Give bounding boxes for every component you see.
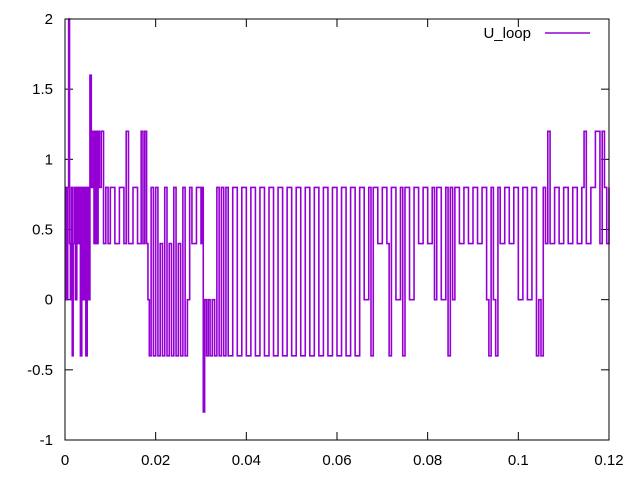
y-tick-label: 1 bbox=[45, 151, 53, 168]
y-tick-label: 0.5 bbox=[32, 222, 53, 239]
legend: U_loop bbox=[483, 25, 590, 42]
x-tick-label: 0.04 bbox=[232, 452, 261, 469]
plot-frame bbox=[64, 18, 610, 441]
y-tick-label: -0.5 bbox=[27, 362, 53, 379]
x-tick-label: 0.02 bbox=[141, 452, 170, 469]
series-layer bbox=[65, 18, 610, 413]
y-tick-label: -1 bbox=[40, 432, 53, 449]
y-tick-label: 1.5 bbox=[32, 81, 53, 98]
x-tick-label: 0.1 bbox=[508, 452, 529, 469]
series-line-u-loop bbox=[65, 18, 610, 413]
y-tick-label: 0 bbox=[45, 292, 53, 309]
x-ticks: 0 0.02 0.04 0.06 0.08 0.1 0.12 bbox=[61, 19, 624, 469]
x-tick-label: 0.06 bbox=[322, 452, 351, 469]
y-tick-label: 2 bbox=[45, 11, 53, 28]
legend-label: U_loop bbox=[483, 25, 531, 42]
x-tick-label: 0.08 bbox=[413, 452, 442, 469]
x-tick-label: 0 bbox=[61, 452, 69, 469]
x-tick-label: 0.12 bbox=[594, 452, 623, 469]
